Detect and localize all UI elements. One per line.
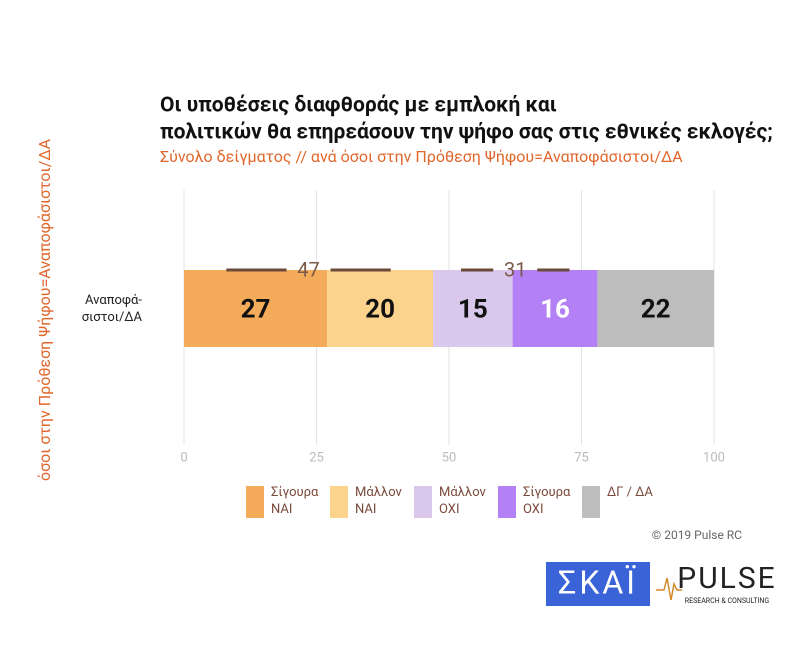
chart-subtitle: Σύνολο δείγματος // ανά όσοι στην Πρόθεσ… <box>160 147 683 166</box>
legend-label: ΔΓ / ΔΑ <box>607 485 653 500</box>
logo-tagline: RESEARCH & CONSULTING <box>685 597 770 605</box>
legend-swatch <box>330 486 348 518</box>
legend-label: Μάλλον ΟΧΙ <box>439 485 486 517</box>
bar-segment <box>433 270 513 347</box>
x-tick-label: 25 <box>309 450 324 465</box>
chart-title-1: Οι υποθέσεις διαφθοράς με εμπλοκή και <box>160 94 557 118</box>
bar-segment <box>327 270 434 347</box>
bar-segment <box>512 270 598 347</box>
total-label: 31 <box>504 257 526 281</box>
legend-swatch <box>414 486 432 518</box>
logo-pulse: PULSE <box>677 561 776 596</box>
data-label: 15 <box>458 294 488 324</box>
bar-segment <box>597 270 714 347</box>
logo-skai: ΣΚΑΪ <box>558 563 638 601</box>
data-label: 22 <box>641 294 671 324</box>
x-tick-label: 50 <box>442 450 457 465</box>
logo-wave <box>656 577 682 601</box>
x-tick-label: 75 <box>574 450 589 465</box>
x-tick-label: 100 <box>703 450 725 465</box>
legend-swatch <box>246 486 264 518</box>
x-tick-label: 0 <box>180 450 187 465</box>
bar-segment <box>184 270 328 347</box>
data-label: 16 <box>540 294 570 324</box>
chart-title-2: πολιτικών θα επηρεάσουν την ψήφο σας στι… <box>160 121 773 145</box>
category-label: Αναποφά-σιστοι/ΔΑ <box>81 293 142 325</box>
data-label: 20 <box>365 294 395 324</box>
legend-swatch <box>582 486 600 518</box>
legend-label: Σίγουρα ΝΑΙ <box>271 485 319 517</box>
legend-label: Σίγουρα ΟΧΙ <box>523 485 571 517</box>
legend-label: Μάλλον ΝΑΙ <box>355 485 402 517</box>
total-label: 47 <box>297 257 319 281</box>
logo-box <box>546 562 650 606</box>
legend-swatch <box>498 486 516 518</box>
copyright: © 2019 Pulse RC <box>652 528 742 542</box>
y-axis-label: όσοι στην Πρόθεση Ψήφου=Αναποφάσιστοι/ΔΑ <box>35 138 54 481</box>
data-label: 27 <box>241 294 271 324</box>
